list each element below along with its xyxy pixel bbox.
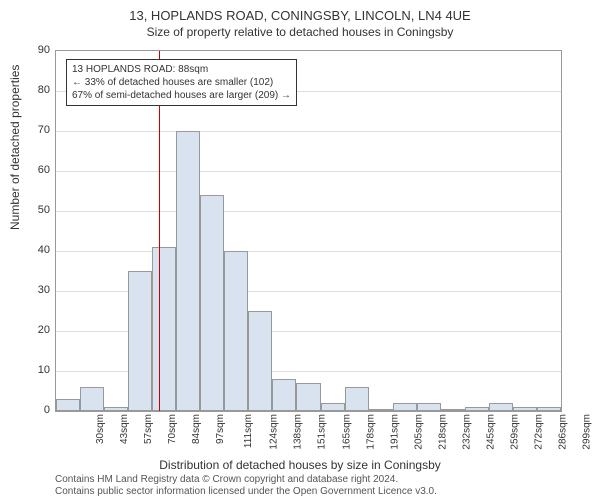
annotation-line3: 67% of semi-detached houses are larger (… (72, 89, 291, 102)
x-tick-label: 70sqm (167, 414, 178, 444)
x-tick-label: 286sqm (558, 414, 569, 450)
x-tick-label: 191sqm (389, 414, 400, 450)
x-tick-label: 84sqm (191, 414, 202, 444)
annotation-box: 13 HOPLANDS ROAD: 88sqm ← 33% of detache… (66, 59, 297, 106)
x-tick-label: 205sqm (413, 414, 424, 450)
y-tick-label: 50 (20, 205, 50, 216)
y-tick-label: 0 (20, 405, 50, 416)
histogram-bar (417, 403, 441, 411)
gridline (56, 251, 561, 252)
x-tick-label: 272sqm (533, 414, 544, 450)
histogram-bar (224, 251, 248, 411)
x-tick-label: 43sqm (119, 414, 130, 444)
x-tick-label: 111sqm (243, 414, 254, 448)
x-axis-label: Distribution of detached houses by size … (0, 458, 600, 472)
histogram-bar (345, 387, 369, 411)
x-tick-label: 151sqm (317, 414, 328, 450)
histogram-bar (489, 403, 513, 411)
x-tick-label: 97sqm (215, 414, 226, 444)
footer-line2: Contains public sector information licen… (55, 486, 437, 498)
footer-line1: Contains HM Land Registry data © Crown c… (55, 474, 437, 486)
histogram-bar (104, 407, 128, 411)
gridline (56, 211, 561, 212)
histogram-bar (128, 271, 152, 411)
annotation-line1: 13 HOPLANDS ROAD: 88sqm (72, 63, 291, 76)
y-tick-label: 60 (20, 165, 50, 176)
y-tick-label: 10 (20, 365, 50, 376)
chart-subtitle: Size of property relative to detached ho… (0, 23, 600, 39)
histogram-bar (80, 387, 104, 411)
histogram-bar (248, 311, 272, 411)
chart-title: 13, HOPLANDS ROAD, CONINGSBY, LINCOLN, L… (0, 0, 600, 23)
histogram-bar (272, 379, 296, 411)
y-tick-label: 80 (20, 85, 50, 96)
x-tick-label: 299sqm (582, 414, 593, 450)
histogram-bar (56, 399, 80, 411)
x-tick-label: 178sqm (365, 414, 376, 450)
x-tick-label: 124sqm (269, 414, 280, 450)
histogram-bar (321, 403, 345, 411)
histogram-bar (513, 407, 537, 411)
histogram-bar (537, 407, 561, 411)
histogram-bar (152, 247, 176, 411)
histogram-bar (176, 131, 200, 411)
x-tick-label: 165sqm (341, 414, 352, 450)
x-tick-label: 218sqm (437, 414, 448, 450)
plot-area: 13 HOPLANDS ROAD: 88sqm ← 33% of detache… (55, 50, 562, 412)
histogram-bar (296, 383, 320, 411)
y-tick-label: 70 (20, 125, 50, 136)
histogram-bar (369, 409, 393, 411)
x-tick-label: 259sqm (509, 414, 520, 450)
x-tick-label: 57sqm (143, 414, 154, 444)
chart-footer: Contains HM Land Registry data © Crown c… (55, 474, 437, 498)
x-tick-label: 30sqm (95, 414, 106, 444)
y-tick-label: 30 (20, 285, 50, 296)
y-tick-label: 90 (20, 45, 50, 56)
x-tick-label: 245sqm (485, 414, 496, 450)
gridline (56, 131, 561, 132)
gridline (56, 171, 561, 172)
histogram-chart: 13, HOPLANDS ROAD, CONINGSBY, LINCOLN, L… (0, 0, 600, 500)
histogram-bar (200, 195, 224, 411)
histogram-bar (441, 409, 465, 411)
x-tick-label: 138sqm (293, 414, 304, 450)
y-tick-label: 40 (20, 245, 50, 256)
y-tick-label: 20 (20, 325, 50, 336)
x-tick-label: 232sqm (461, 414, 472, 450)
histogram-bar (465, 407, 489, 411)
annotation-line2: ← 33% of detached houses are smaller (10… (72, 76, 291, 89)
histogram-bar (393, 403, 417, 411)
